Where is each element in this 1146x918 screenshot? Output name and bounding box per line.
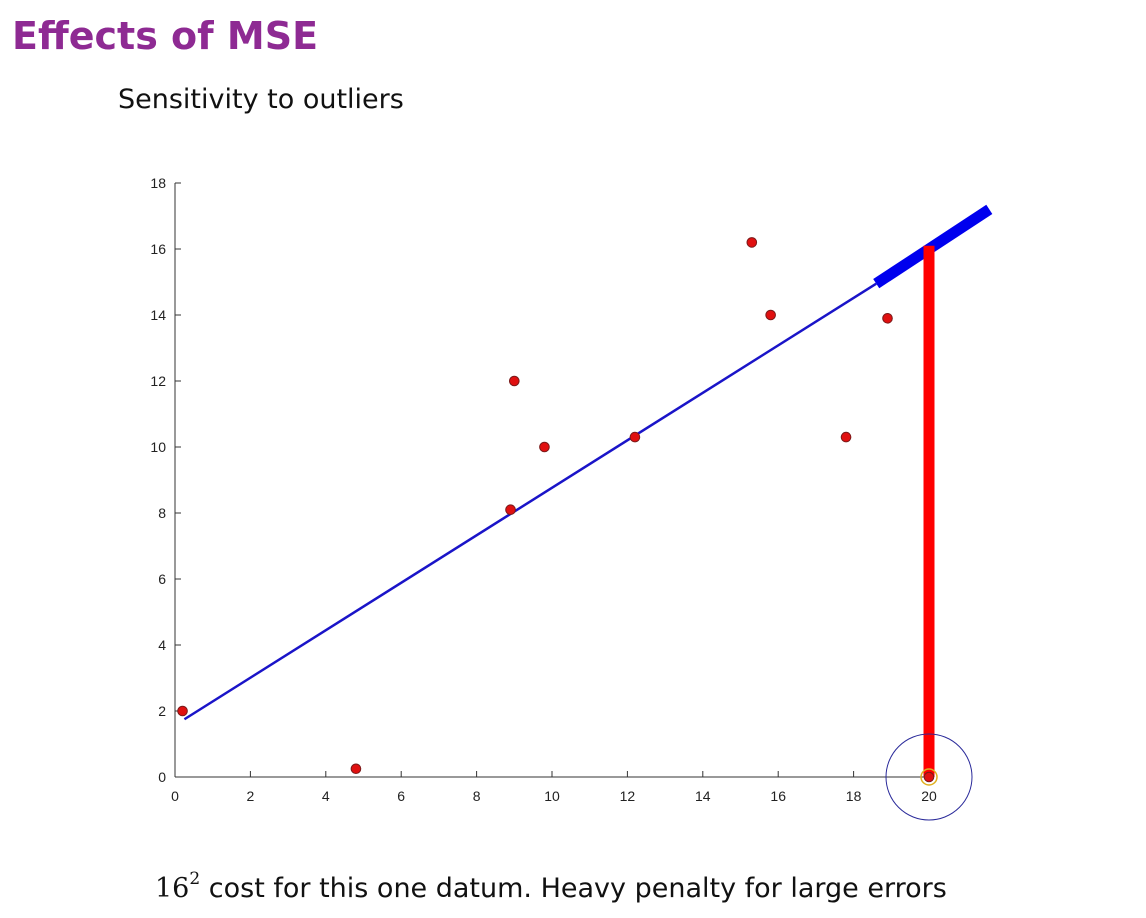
- slide-title: Effects of MSE: [12, 14, 319, 58]
- data-point: [840, 431, 852, 443]
- regression-line: [183, 282, 877, 721]
- slide-caption: 162 cost for this one datum. Heavy penal…: [155, 869, 947, 904]
- outlier-marker-ring: [920, 768, 938, 786]
- y-tick-label: 16: [150, 241, 166, 257]
- chart-ticks: 0 2 4 6 8 10 12 14 16 18 20 0 2 4 6 8 10 12 14 16 18: [150, 175, 937, 804]
- x-tick-label: 10: [544, 788, 560, 804]
- x-tick-label: 18: [846, 788, 862, 804]
- data-point: [923, 771, 935, 783]
- caption-exponent: 2: [189, 869, 201, 889]
- data-point: [882, 313, 893, 324]
- data-point: [177, 705, 188, 717]
- data-point: [539, 441, 550, 453]
- x-tick-label: 16: [770, 788, 786, 804]
- scatter-chart: 0 2 4 6 8 10 12 14 16 18 20 0 2 4 6 8 10 12 14 16 18: [150, 175, 993, 821]
- x-tick-label: 4: [322, 788, 330, 804]
- x-tick-label: 6: [397, 788, 405, 804]
- chart-annotations: [885, 733, 973, 821]
- chart-axes: [174, 183, 929, 778]
- y-tick-label: 14: [150, 307, 166, 323]
- data-point: [350, 763, 362, 775]
- x-tick-label: 8: [473, 788, 481, 804]
- y-tick-label: 2: [158, 703, 166, 719]
- y-tick-label: 18: [150, 175, 166, 191]
- chart-points: [177, 237, 935, 783]
- y-tick-label: 0: [158, 769, 166, 785]
- outlier-highlight-circle: [885, 733, 973, 821]
- x-tick-label: 0: [171, 788, 179, 804]
- x-tick-label: 2: [247, 788, 255, 804]
- caption-text: cost for this one datum. Heavy penalty f…: [200, 873, 947, 904]
- data-point: [505, 504, 516, 516]
- x-tick-label: 12: [620, 788, 636, 804]
- y-tick-label: 12: [150, 373, 166, 389]
- data-point: [629, 431, 641, 443]
- slide-subtitle: Sensitivity to outliers: [118, 84, 404, 115]
- x-tick-label: 20: [921, 788, 937, 804]
- caption-base: 16: [155, 873, 190, 904]
- data-point: [509, 375, 520, 387]
- data-point: [746, 237, 758, 248]
- chart-lines: [183, 204, 993, 777]
- y-tick-label: 6: [158, 571, 166, 587]
- x-tick-label: 14: [695, 788, 711, 804]
- y-tick-label: 8: [158, 505, 166, 521]
- y-tick-label: 4: [158, 637, 166, 653]
- y-tick-label: 10: [150, 439, 166, 455]
- data-point: [765, 309, 776, 321]
